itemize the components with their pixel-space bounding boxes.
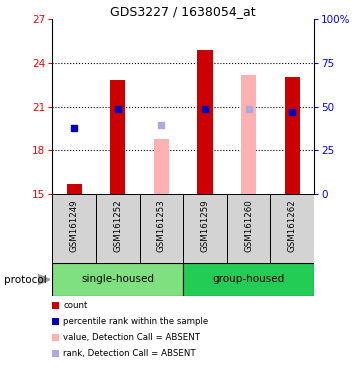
Text: group-housed: group-housed <box>213 274 285 285</box>
Text: GSM161260: GSM161260 <box>244 199 253 252</box>
Bar <box>154 139 169 194</box>
Bar <box>183 263 314 296</box>
Text: GSM161252: GSM161252 <box>113 199 122 252</box>
Bar <box>197 50 213 194</box>
Bar <box>66 184 82 194</box>
Bar <box>52 194 96 263</box>
Text: rank, Detection Call = ABSENT: rank, Detection Call = ABSENT <box>63 349 196 358</box>
Text: GSM161259: GSM161259 <box>200 199 209 252</box>
Bar <box>284 78 300 194</box>
Bar <box>270 194 314 263</box>
Bar <box>241 74 256 194</box>
Bar <box>110 80 125 194</box>
Polygon shape <box>38 274 50 285</box>
Title: GDS3227 / 1638054_at: GDS3227 / 1638054_at <box>110 5 256 18</box>
Bar <box>227 194 270 263</box>
Text: percentile rank within the sample: percentile rank within the sample <box>63 317 208 326</box>
Bar <box>96 194 140 263</box>
Bar <box>52 263 183 296</box>
Text: GSM161262: GSM161262 <box>288 199 297 252</box>
Text: protocol: protocol <box>4 275 46 285</box>
Text: single-housed: single-housed <box>81 274 154 285</box>
Bar <box>140 194 183 263</box>
Text: GSM161253: GSM161253 <box>157 199 166 252</box>
Bar <box>183 194 227 263</box>
Text: GSM161249: GSM161249 <box>70 199 79 252</box>
Text: value, Detection Call = ABSENT: value, Detection Call = ABSENT <box>63 333 200 342</box>
Text: count: count <box>63 301 88 310</box>
